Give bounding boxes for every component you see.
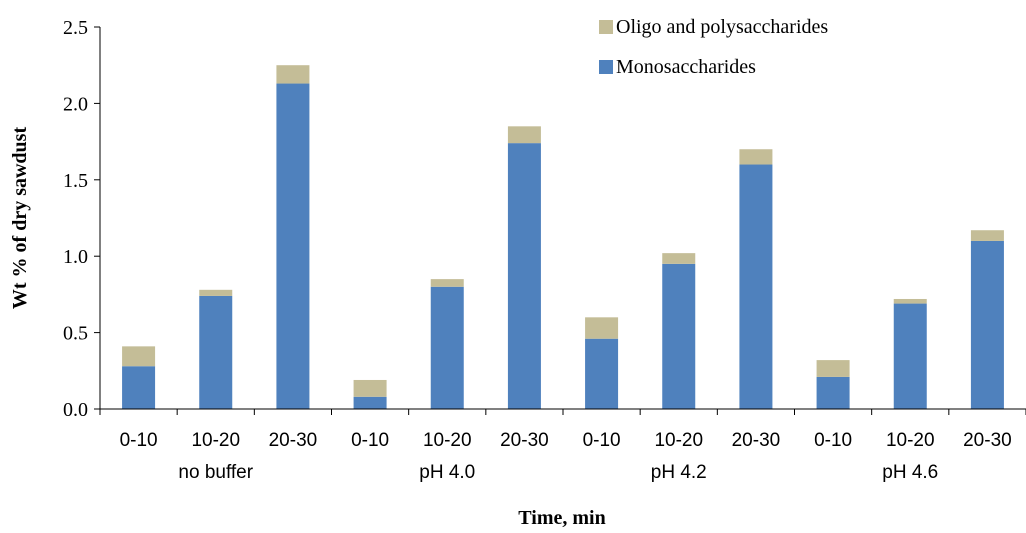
bars-layer [122,65,1004,409]
bar-oligo-polysaccharides-11 [970,230,1004,241]
bar-monosaccharides-8 [739,164,773,409]
x-ticks: 0-10 10-20 20-30 0-10 10-20 20-30 0-10 10-20 20-… [99,409,1026,451]
y-tick-label: 1.5 [63,170,88,192]
y-tick-label: 0.0 [63,399,88,421]
x-tick-label: 0-10 [814,430,852,451]
x-tick-label: 10-20 [423,430,472,451]
x-tick-label: 0-10 [583,430,621,451]
bar-oligo-polysaccharides-8 [739,149,773,165]
legend-swatch [599,60,613,74]
x-tick-label: 0-10 [120,430,158,451]
legend-label: Oligo and polysaccharides [616,16,828,38]
bar-monosaccharides-7 [662,263,696,409]
axes-layer [99,27,1026,410]
x-tick-label: 20-30 [269,430,318,451]
x-tick-label: 10-20 [191,430,240,451]
x-tick-label: 20-30 [732,430,781,451]
x-axis-title: Time, min [518,507,605,529]
bar-monosaccharides-10 [893,303,927,409]
bar-oligo-polysaccharides-7 [662,253,696,264]
bar-oligo-polysaccharides-5 [507,126,541,144]
bar-oligo-polysaccharides-0 [122,346,156,367]
legend-label: Monosaccharides [616,56,756,78]
y-tick-label: 2.0 [63,93,88,115]
bar-monosaccharides-4 [430,286,464,409]
x-tick-label: 10-20 [886,430,935,451]
bar-oligo-polysaccharides-4 [430,279,464,287]
x-tick-label: 20-30 [963,430,1012,451]
y-tick-label: 1.0 [63,246,88,268]
y-tick-label: 0.5 [63,323,88,345]
bar-oligo-polysaccharides-6 [585,317,619,339]
x-tick-label: 0-10 [351,430,389,451]
group-label: pH 4.6 [882,462,938,483]
x-tick-label: 10-20 [654,430,703,451]
group-label: pH 4.0 [419,462,475,483]
bar-oligo-polysaccharides-2 [276,65,310,84]
bar-monosaccharides-11 [970,240,1004,409]
bar-oligo-polysaccharides-3 [353,379,387,397]
bar-monosaccharides-0 [122,366,156,409]
y-axis-title: Wt % of dry sawdust [9,127,31,310]
bar-monosaccharides-3 [353,396,387,409]
bar-monosaccharides-9 [816,376,850,409]
bar-monosaccharides-5 [507,143,541,409]
bar-monosaccharides-1 [199,295,233,409]
x-tick-label: 20-30 [500,430,549,451]
group-label: no buffer [178,462,253,483]
bar-oligo-polysaccharides-10 [893,298,927,304]
legend-swatch [599,20,613,34]
bar-monosaccharides-2 [276,83,310,409]
y-ticks: 0.0 0.5 1.0 1.5 2.0 2.5 [63,17,100,421]
group-labels: no buffer pH 4.0 pH 4.2 pH 4.6 [178,462,938,483]
bar-oligo-polysaccharides-1 [199,289,233,296]
group-label: pH 4.2 [651,462,707,483]
bar-oligo-polysaccharides-9 [816,360,850,377]
bar-monosaccharides-6 [585,338,619,409]
y-tick-label: 2.5 [63,17,88,39]
legend: Oligo and polysaccharides Monosaccharides [599,16,828,78]
